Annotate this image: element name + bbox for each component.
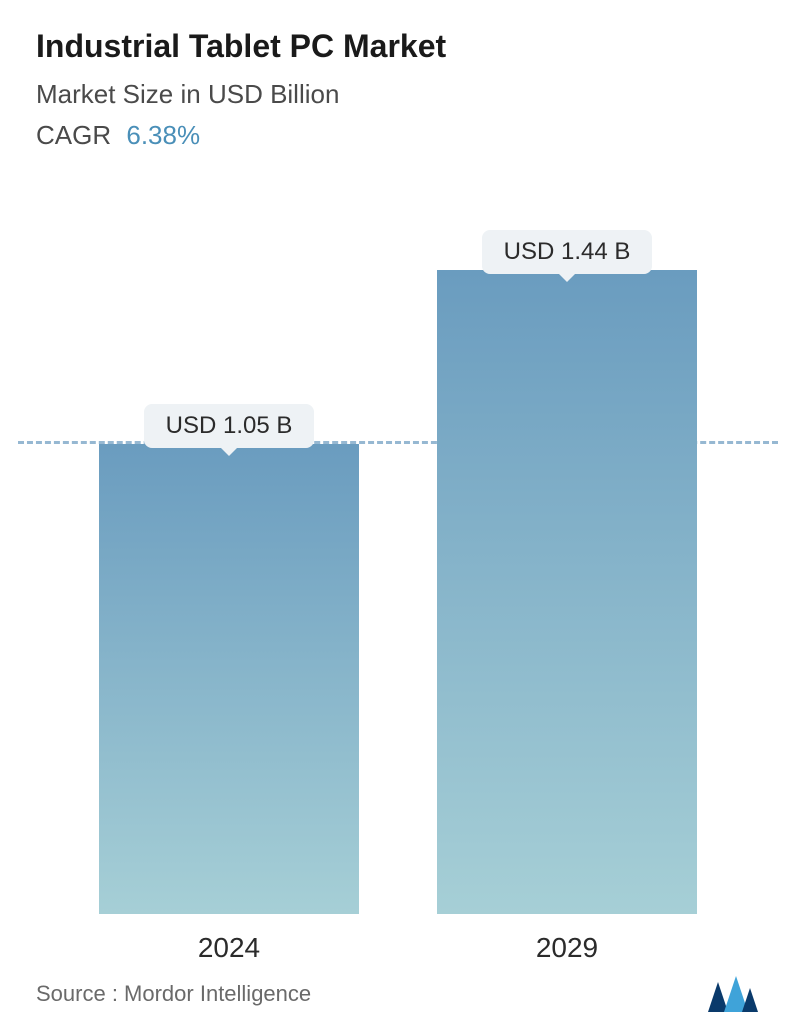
cagr-label: CAGR <box>36 120 111 150</box>
source-text: Source : Mordor Intelligence <box>36 981 311 1007</box>
chart-footer: Source : Mordor Intelligence <box>36 974 760 1014</box>
chart-title: Industrial Tablet PC Market <box>36 28 760 65</box>
bar <box>99 444 359 914</box>
cagr-line: CAGR 6.38% <box>36 120 760 151</box>
logo-tri-1 <box>708 982 728 1012</box>
value-pill: USD 1.44 B <box>482 230 653 274</box>
value-pill: USD 1.05 B <box>144 404 315 448</box>
bar-column: USD 1.05 B <box>89 404 369 914</box>
chart-subtitle: Market Size in USD Billion <box>36 79 760 110</box>
x-axis-label: 2029 <box>427 932 707 964</box>
bar-column: USD 1.44 B <box>427 230 707 914</box>
logo-tri-3 <box>742 988 758 1012</box>
x-axis: 2024 2029 <box>0 932 796 964</box>
chart-header: Industrial Tablet PC Market Market Size … <box>0 0 796 151</box>
brand-logo-icon <box>706 974 760 1014</box>
bar <box>437 270 697 914</box>
x-axis-label: 2024 <box>89 932 369 964</box>
chart-area: USD 1.05 B USD 1.44 B <box>0 210 796 914</box>
cagr-value: 6.38% <box>126 120 200 150</box>
bars-container: USD 1.05 B USD 1.44 B <box>0 210 796 914</box>
